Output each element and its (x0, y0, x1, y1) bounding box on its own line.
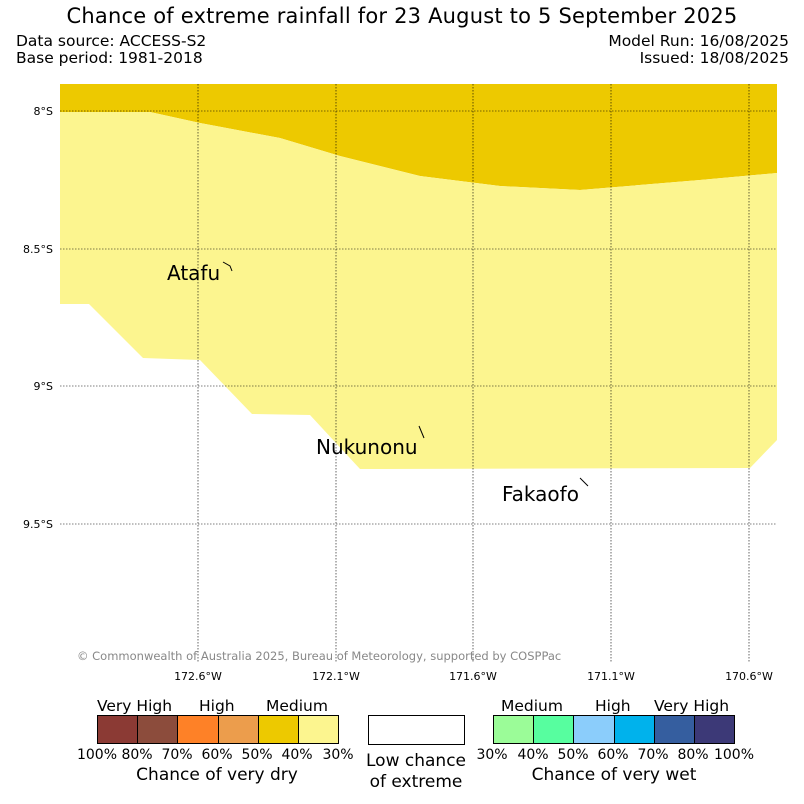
map-title: Chance of extreme rainfall for 23 August… (66, 4, 738, 28)
legend-dry-swatch (258, 716, 299, 743)
atafu-island (222, 261, 233, 272)
lon-label: 172.6°W (174, 670, 222, 683)
nukunonu-island (418, 425, 425, 439)
lat-label: 9°S (34, 380, 53, 393)
lon-gridlines (197, 84, 750, 662)
zone-medium-dry (60, 84, 777, 190)
legend-wet-colorbar (493, 715, 735, 744)
place-label-atafu: Atafu (167, 261, 220, 285)
legend-wet-header-medium: Medium (501, 697, 563, 715)
legend-wet-swatch (654, 716, 695, 743)
data-source-text: Data source: ACCESS-S2 (16, 32, 207, 50)
lon-label: 170.6°W (725, 670, 773, 683)
legend-wet-caption: Chance of very wet (531, 765, 697, 785)
legend-dry-tick: 30% (322, 747, 354, 763)
place-label-nukunonu: Nukunonu (316, 435, 418, 459)
zone-low-dry (60, 112, 777, 469)
legend-wet-header-high: High (595, 697, 631, 715)
legend-dry-caption: Chance of very dry (136, 765, 298, 785)
run-info: Model Run: 16/08/2025 Issued: 18/08/2025 (608, 33, 789, 67)
legend-dry-swatch (178, 716, 219, 743)
legend-wet-swatch (534, 716, 575, 743)
legend-dry-tick: 80% (121, 747, 153, 763)
legend-dry-header-high: High (199, 697, 235, 715)
lat-label: 8°S (34, 105, 53, 118)
legend-dry-swatch (98, 716, 139, 743)
legend-dry-colorbar (97, 715, 339, 744)
legend-low-line1: Low chance (366, 751, 466, 771)
legend-wet-header-very-high: Very High (654, 697, 730, 715)
legend-low-line2: of extreme (369, 772, 463, 792)
legend-wet-swatch (614, 716, 655, 743)
legend-wet-tick: 60% (597, 747, 629, 763)
legend-dry-swatch (218, 716, 259, 743)
legend-low-label: Low chance of extreme (366, 751, 466, 793)
copyright-text: © Commonwealth of Australia 2025, Bureau… (77, 649, 561, 663)
legend-wet-tick: 40% (517, 747, 549, 763)
lat-label: 8.5°S (23, 243, 53, 256)
lat-gridlines (60, 110, 777, 525)
legend-dry-swatch (298, 716, 339, 743)
lon-label: 171.1°W (587, 670, 635, 683)
legend-wet-tick: 100% (713, 747, 755, 763)
issued-text: Issued: 18/08/2025 (639, 49, 789, 67)
base-period-text: Base period: 1981-2018 (16, 49, 203, 67)
model-run-text: Model Run: 16/08/2025 (608, 32, 789, 50)
legend-dry-tick: 50% (241, 747, 273, 763)
legend-dry-header-medium: Medium (266, 697, 328, 715)
legend-wet-swatch (494, 716, 535, 743)
legend-low-swatch (368, 715, 465, 745)
fakaofo-island (579, 477, 589, 487)
lon-label: 171.6°W (449, 670, 497, 683)
legend-dry-header-very-high: Very High (97, 697, 173, 715)
legend-dry-tick: 60% (201, 747, 233, 763)
source-info: Data source: ACCESS-S2 Base period: 1981… (16, 33, 206, 67)
legend-wet-tick: 50% (557, 747, 589, 763)
legend-dry-swatch (138, 716, 179, 743)
legend-dry-tick: 70% (161, 747, 193, 763)
place-label-fakaofo: Fakaofo (502, 482, 579, 506)
legend-wet-swatch (694, 716, 735, 743)
lon-label: 172.1°W (312, 670, 360, 683)
legend-dry-tick: 40% (281, 747, 313, 763)
legend-wet-tick: 70% (637, 747, 669, 763)
legend-dry-tick: 100% (76, 747, 118, 763)
legend-wet-tick: 80% (677, 747, 709, 763)
legend-wet-tick: 30% (476, 747, 508, 763)
legend-wet-swatch (574, 716, 615, 743)
lat-label: 9.5°S (23, 518, 53, 531)
